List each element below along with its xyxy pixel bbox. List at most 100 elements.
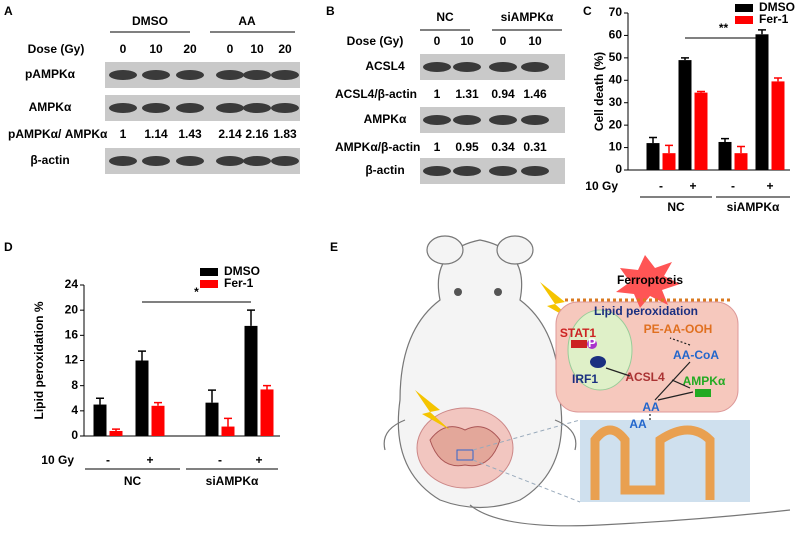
blot-band [109, 70, 137, 80]
bar [205, 402, 219, 436]
group-label: DMSO [132, 14, 168, 28]
blot-band [216, 70, 244, 80]
ratio: 2.16 [245, 127, 269, 141]
dose: 10 [250, 42, 264, 56]
blot-band [142, 70, 170, 80]
panel-label: C [583, 4, 592, 18]
irf1-mark [590, 356, 606, 368]
blot-band [423, 166, 451, 176]
group-label: AA [238, 14, 256, 28]
row-label: AMPKα [364, 112, 407, 126]
ratio: 1 [434, 87, 441, 101]
bar [678, 60, 692, 170]
arrows [605, 337, 694, 420]
blot-band [423, 115, 451, 125]
blot-band [243, 156, 271, 166]
zoom-lines [472, 419, 581, 503]
y-tick-label: 20 [609, 117, 623, 131]
blot-band [521, 115, 549, 125]
y-tick-label: 0 [615, 162, 622, 176]
phospho-dot [587, 339, 597, 349]
aa-outer-label: AA [629, 417, 647, 431]
y-tick-label: 50 [609, 50, 623, 64]
aa-coa-label: AA-CoA [673, 348, 719, 362]
bar [646, 143, 660, 170]
ratio: 1.14 [144, 127, 168, 141]
eye [454, 288, 462, 296]
ampk-label: AMPKα [683, 374, 726, 388]
pe-aa-ooh-label: PE-AA-OOH [644, 322, 713, 336]
y-tick-label: 20 [65, 302, 79, 316]
blot-band [176, 70, 204, 80]
ratio: 0.94 [491, 87, 515, 101]
nucleus [567, 309, 633, 391]
error-bar [224, 417, 232, 427]
phospho-label: P [588, 336, 596, 350]
x-tick-label: - [218, 453, 222, 467]
error-bar [737, 145, 745, 154]
error-bar [138, 350, 146, 361]
row-label: ACSL4 [365, 59, 405, 73]
ratio: 2.14 [218, 127, 242, 141]
blot-band [453, 115, 481, 125]
dose: 10 [149, 42, 163, 56]
error-bar [96, 397, 104, 405]
eye [494, 288, 502, 296]
ratio: 1 [120, 127, 127, 141]
blot-band [271, 70, 299, 80]
blot-band [109, 156, 137, 166]
ratio: 0.34 [491, 140, 515, 154]
x-tick-label: + [255, 453, 262, 467]
blot-band [176, 103, 204, 113]
bar [718, 141, 732, 170]
bar [244, 325, 258, 436]
ratio: 1.46 [523, 87, 547, 101]
error-bar [721, 137, 729, 142]
y-tick-label: 40 [609, 72, 623, 86]
error-bar [247, 309, 255, 326]
y-tick-label: 10 [609, 140, 623, 154]
legend-swatch [200, 280, 218, 288]
ratio: 1 [434, 140, 441, 154]
bar [109, 430, 123, 436]
bar [755, 34, 769, 170]
blot-band [271, 156, 299, 166]
y-axis-label: Lipid peroxidation % [32, 301, 46, 419]
legend-label: Fer-1 [759, 12, 789, 26]
group-label: NC [124, 474, 142, 488]
zoom-box [456, 449, 474, 461]
y-tick-label: 60 [609, 28, 623, 42]
intestine [429, 426, 501, 467]
ferroptosis-label: Ferroptosis [617, 273, 683, 287]
dose: 20 [183, 42, 197, 56]
error-bar [649, 136, 657, 144]
bar [694, 92, 708, 170]
error-bar [774, 77, 782, 82]
y-tick-label: 24 [65, 277, 79, 291]
y-axis-label: Cell death (%) [592, 52, 606, 131]
group-label: siAMPKα [501, 10, 554, 24]
ratio-label: AMPKα/β-actin [335, 140, 420, 154]
irf1-label: IRF1 [572, 372, 598, 386]
stat1-label: STAT1 [560, 326, 597, 340]
bar [135, 360, 149, 436]
error-bar [681, 57, 689, 61]
dose: 10 [528, 34, 542, 48]
blot-band [176, 156, 204, 166]
dose: 10 [460, 34, 474, 48]
ratio-label: pAMPKα/ AMPKα [8, 127, 108, 141]
legend-swatch [200, 268, 218, 276]
error-bar [758, 29, 766, 35]
blot-band [142, 103, 170, 113]
blot-band [271, 103, 299, 113]
bar [93, 404, 107, 436]
row-label: β-actin [365, 163, 404, 177]
bar [771, 81, 785, 170]
ratio: 1.31 [455, 87, 479, 101]
blot-band [489, 62, 517, 72]
x-tick-label: + [766, 179, 773, 193]
radiation-bolt [415, 390, 450, 430]
y-tick-label: 8 [71, 378, 78, 392]
row-label: 10 Gy [585, 179, 618, 193]
